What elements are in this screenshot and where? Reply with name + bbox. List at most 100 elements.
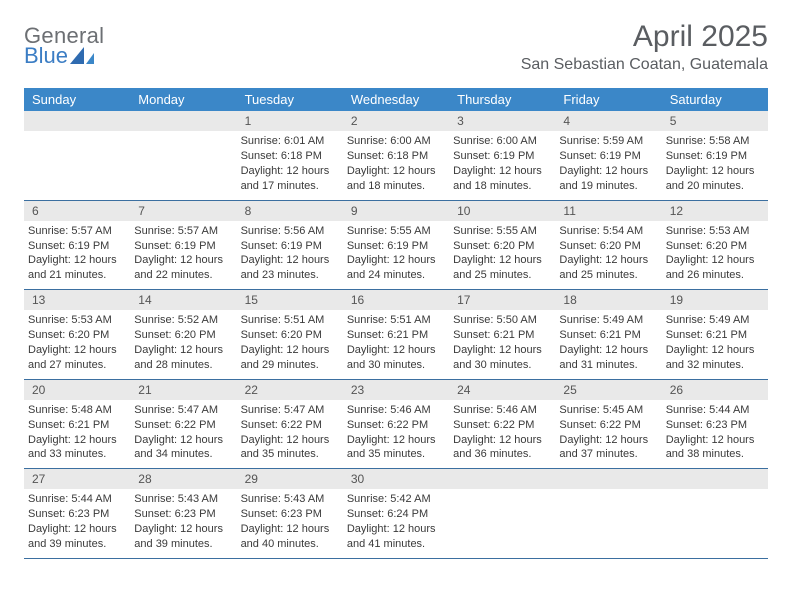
day-cell xyxy=(449,469,555,558)
header: General Blue April 2025 San Sebastian Co… xyxy=(24,20,768,74)
sunrise-text: Sunrise: 5:57 AM xyxy=(28,224,126,239)
sunrise-text: Sunrise: 5:49 AM xyxy=(559,313,657,328)
sunrise-text: Sunrise: 6:00 AM xyxy=(453,134,551,149)
daylight-text-2: and 24 minutes. xyxy=(347,268,445,283)
day-cell: 21Sunrise: 5:47 AMSunset: 6:22 PMDayligh… xyxy=(130,380,236,469)
day-cell xyxy=(24,111,130,200)
daylight-text-2: and 41 minutes. xyxy=(347,537,445,552)
daylight-text-2: and 35 minutes. xyxy=(241,447,339,462)
day-number: 8 xyxy=(237,201,343,221)
day-number: 24 xyxy=(449,380,555,400)
daylight-text-2: and 18 minutes. xyxy=(347,179,445,194)
day-cell: 15Sunrise: 5:51 AMSunset: 6:20 PMDayligh… xyxy=(237,290,343,379)
daylight-text-2: and 26 minutes. xyxy=(666,268,764,283)
daylight-text-2: and 18 minutes. xyxy=(453,179,551,194)
day-body: Sunrise: 5:42 AMSunset: 6:24 PMDaylight:… xyxy=(343,489,449,557)
daylight-text-2: and 25 minutes. xyxy=(453,268,551,283)
daylight-text-2: and 20 minutes. xyxy=(666,179,764,194)
sunset-text: Sunset: 6:20 PM xyxy=(241,328,339,343)
day-number: 4 xyxy=(555,111,661,131)
sunrise-text: Sunrise: 5:45 AM xyxy=(559,403,657,418)
day-number: 15 xyxy=(237,290,343,310)
sunrise-text: Sunrise: 5:58 AM xyxy=(666,134,764,149)
location-subtitle: San Sebastian Coatan, Guatemala xyxy=(521,56,768,74)
day-cell: 4Sunrise: 5:59 AMSunset: 6:19 PMDaylight… xyxy=(555,111,661,200)
weekday-header: Monday xyxy=(130,88,236,111)
day-body: Sunrise: 5:54 AMSunset: 6:20 PMDaylight:… xyxy=(555,221,661,289)
day-number: 23 xyxy=(343,380,449,400)
day-body: Sunrise: 5:51 AMSunset: 6:21 PMDaylight:… xyxy=(343,310,449,378)
sunset-text: Sunset: 6:19 PM xyxy=(453,149,551,164)
sunrise-text: Sunrise: 5:48 AM xyxy=(28,403,126,418)
daylight-text-1: Daylight: 12 hours xyxy=(453,433,551,448)
day-cell: 28Sunrise: 5:43 AMSunset: 6:23 PMDayligh… xyxy=(130,469,236,558)
sunrise-text: Sunrise: 5:52 AM xyxy=(134,313,232,328)
day-body: Sunrise: 5:49 AMSunset: 6:21 PMDaylight:… xyxy=(555,310,661,378)
day-body: Sunrise: 5:55 AMSunset: 6:19 PMDaylight:… xyxy=(343,221,449,289)
title-block: April 2025 San Sebastian Coatan, Guatema… xyxy=(521,20,768,74)
day-number: 26 xyxy=(662,380,768,400)
sunrise-text: Sunrise: 5:55 AM xyxy=(453,224,551,239)
day-number: 27 xyxy=(24,469,130,489)
daylight-text-1: Daylight: 12 hours xyxy=(28,433,126,448)
day-number: 12 xyxy=(662,201,768,221)
sunset-text: Sunset: 6:20 PM xyxy=(28,328,126,343)
day-cell: 19Sunrise: 5:49 AMSunset: 6:21 PMDayligh… xyxy=(662,290,768,379)
daylight-text-1: Daylight: 12 hours xyxy=(559,433,657,448)
day-body: Sunrise: 5:59 AMSunset: 6:19 PMDaylight:… xyxy=(555,131,661,199)
sunset-text: Sunset: 6:19 PM xyxy=(241,239,339,254)
day-number: 9 xyxy=(343,201,449,221)
sunrise-text: Sunrise: 5:50 AM xyxy=(453,313,551,328)
brand-text: General Blue xyxy=(24,26,104,66)
weeks-container: 1Sunrise: 6:01 AMSunset: 6:18 PMDaylight… xyxy=(24,111,768,559)
day-cell: 25Sunrise: 5:45 AMSunset: 6:22 PMDayligh… xyxy=(555,380,661,469)
daylight-text-1: Daylight: 12 hours xyxy=(666,433,764,448)
sunrise-text: Sunrise: 5:51 AM xyxy=(347,313,445,328)
day-body: Sunrise: 5:52 AMSunset: 6:20 PMDaylight:… xyxy=(130,310,236,378)
day-cell: 12Sunrise: 5:53 AMSunset: 6:20 PMDayligh… xyxy=(662,201,768,290)
day-body: Sunrise: 5:56 AMSunset: 6:19 PMDaylight:… xyxy=(237,221,343,289)
daylight-text-1: Daylight: 12 hours xyxy=(559,164,657,179)
week-row: 13Sunrise: 5:53 AMSunset: 6:20 PMDayligh… xyxy=(24,290,768,380)
sunset-text: Sunset: 6:21 PM xyxy=(666,328,764,343)
day-cell: 24Sunrise: 5:46 AMSunset: 6:22 PMDayligh… xyxy=(449,380,555,469)
daylight-text-1: Daylight: 12 hours xyxy=(241,343,339,358)
daylight-text-1: Daylight: 12 hours xyxy=(453,343,551,358)
day-cell: 11Sunrise: 5:54 AMSunset: 6:20 PMDayligh… xyxy=(555,201,661,290)
brand-blue-row: Blue xyxy=(24,46,104,66)
daylight-text-2: and 33 minutes. xyxy=(28,447,126,462)
daylight-text-1: Daylight: 12 hours xyxy=(134,522,232,537)
day-body: Sunrise: 5:57 AMSunset: 6:19 PMDaylight:… xyxy=(24,221,130,289)
weekday-header: Sunday xyxy=(24,88,130,111)
day-cell: 30Sunrise: 5:42 AMSunset: 6:24 PMDayligh… xyxy=(343,469,449,558)
day-cell: 23Sunrise: 5:46 AMSunset: 6:22 PMDayligh… xyxy=(343,380,449,469)
sunrise-text: Sunrise: 5:57 AM xyxy=(134,224,232,239)
weekday-header: Thursday xyxy=(449,88,555,111)
daylight-text-2: and 27 minutes. xyxy=(28,358,126,373)
day-body: Sunrise: 5:47 AMSunset: 6:22 PMDaylight:… xyxy=(130,400,236,468)
day-cell: 1Sunrise: 6:01 AMSunset: 6:18 PMDaylight… xyxy=(237,111,343,200)
sunset-text: Sunset: 6:23 PM xyxy=(28,507,126,522)
sunset-text: Sunset: 6:21 PM xyxy=(559,328,657,343)
day-number: 13 xyxy=(24,290,130,310)
daylight-text-2: and 36 minutes. xyxy=(453,447,551,462)
day-number xyxy=(24,111,130,131)
day-number: 7 xyxy=(130,201,236,221)
day-body: Sunrise: 5:43 AMSunset: 6:23 PMDaylight:… xyxy=(130,489,236,557)
sunrise-text: Sunrise: 5:44 AM xyxy=(28,492,126,507)
day-number: 11 xyxy=(555,201,661,221)
weekday-header: Tuesday xyxy=(237,88,343,111)
sunrise-text: Sunrise: 5:53 AM xyxy=(666,224,764,239)
daylight-text-2: and 34 minutes. xyxy=(134,447,232,462)
sunset-text: Sunset: 6:19 PM xyxy=(347,239,445,254)
sunset-text: Sunset: 6:22 PM xyxy=(559,418,657,433)
day-number xyxy=(662,469,768,489)
daylight-text-1: Daylight: 12 hours xyxy=(134,343,232,358)
day-body: Sunrise: 6:00 AMSunset: 6:19 PMDaylight:… xyxy=(449,131,555,199)
sunrise-text: Sunrise: 5:44 AM xyxy=(666,403,764,418)
day-body: Sunrise: 5:44 AMSunset: 6:23 PMDaylight:… xyxy=(662,400,768,468)
sunset-text: Sunset: 6:22 PM xyxy=(134,418,232,433)
daylight-text-2: and 40 minutes. xyxy=(241,537,339,552)
sunrise-text: Sunrise: 5:46 AM xyxy=(453,403,551,418)
day-cell: 26Sunrise: 5:44 AMSunset: 6:23 PMDayligh… xyxy=(662,380,768,469)
